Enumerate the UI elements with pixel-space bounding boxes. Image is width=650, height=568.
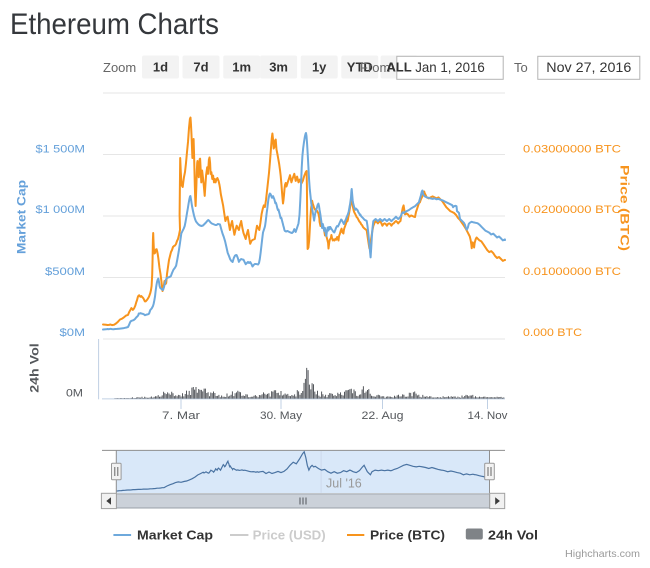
svg-text:0.01000000 BTC: 0.01000000 BTC — [523, 266, 621, 278]
svg-text:Nov 27, 2016: Nov 27, 2016 — [546, 59, 631, 75]
svg-text:From: From — [360, 60, 390, 75]
svg-text:YTD: YTD — [347, 60, 373, 75]
svg-text:22. Aug: 22. Aug — [362, 410, 404, 422]
svg-text:Ethereum Charts: Ethereum Charts — [10, 8, 219, 41]
svg-text:$500M: $500M — [45, 266, 85, 278]
svg-text:0.03000000 BTC: 0.03000000 BTC — [523, 144, 621, 156]
svg-text:Price (BTC): Price (BTC) — [370, 528, 445, 543]
svg-text:14. Nov: 14. Nov — [468, 410, 509, 422]
svg-text:Price (BTC): Price (BTC) — [618, 165, 630, 251]
svg-text:24h Vol: 24h Vol — [30, 343, 42, 393]
svg-text:$1 000M: $1 000M — [36, 204, 86, 216]
svg-text:Jan 1, 2016: Jan 1, 2016 — [415, 59, 485, 75]
svg-text:24h Vol: 24h Vol — [488, 528, 538, 543]
svg-text:3m: 3m — [269, 60, 288, 75]
svg-text:Market Cap: Market Cap — [17, 180, 29, 254]
svg-text:1m: 1m — [232, 60, 251, 75]
svg-text:7d: 7d — [193, 60, 208, 75]
svg-text:0M: 0M — [66, 388, 83, 400]
svg-text:30. May: 30. May — [260, 410, 303, 422]
svg-text:ALL: ALL — [386, 60, 411, 75]
svg-text:$1 500M: $1 500M — [36, 144, 86, 156]
svg-text:1y: 1y — [312, 60, 327, 75]
svg-text:Market Cap: Market Cap — [137, 528, 213, 543]
svg-text:0.02000000 BTC: 0.02000000 BTC — [523, 204, 621, 216]
svg-text:Price (USD): Price (USD) — [253, 528, 326, 543]
svg-text:Zoom: Zoom — [103, 60, 136, 75]
svg-text:1d: 1d — [153, 60, 168, 75]
svg-text:0.000 BTC: 0.000 BTC — [523, 327, 582, 339]
svg-text:7. Mar: 7. Mar — [162, 410, 200, 422]
svg-text:To: To — [514, 60, 528, 75]
svg-text:$0M: $0M — [60, 327, 86, 339]
svg-text:Highcharts.com: Highcharts.com — [565, 548, 640, 560]
svg-text:Jul '16: Jul '16 — [326, 477, 362, 491]
